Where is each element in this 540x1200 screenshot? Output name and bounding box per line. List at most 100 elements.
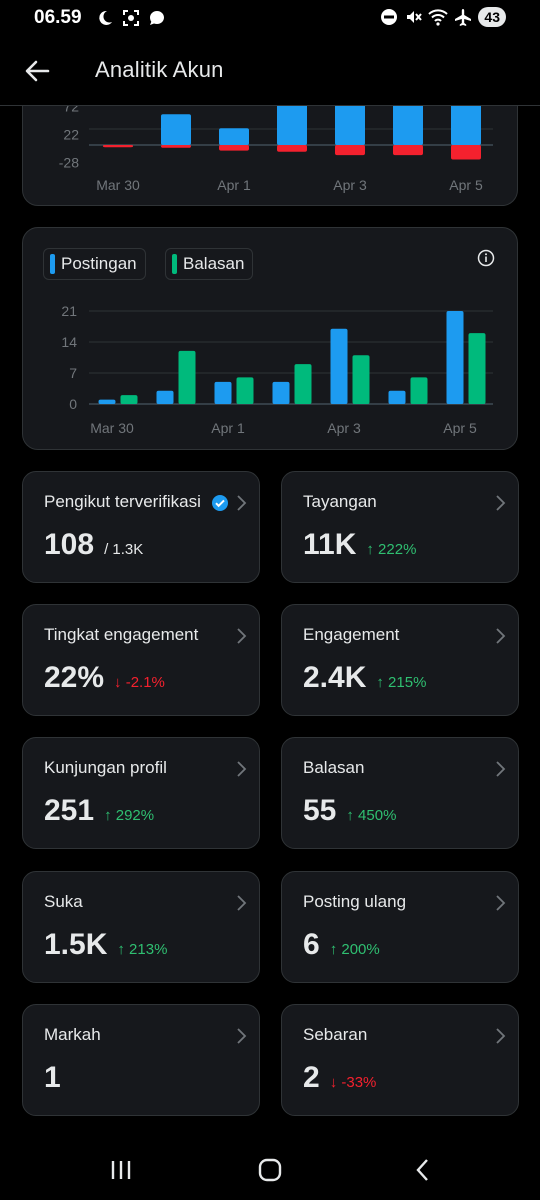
stat-change: ↓ -2.1% [114,674,165,691]
back-nav-icon[interactable] [408,1157,438,1183]
stat-value: 55 [303,794,337,827]
stat-label: Markah [44,1025,101,1044]
stat-value: 2.4K [303,661,367,694]
bar-negative [335,145,365,156]
bar-balasan [236,377,254,404]
stat-card[interactable]: Markah 1 [22,1004,260,1116]
stat-label: Sebaran [303,1025,368,1044]
bar-positive [451,106,481,145]
stat-card[interactable]: Kunjungan profil 251 ↑ 292% [22,737,260,849]
y-tick-label: 72 [63,106,79,115]
legend-label-balasan: Balasan [183,254,245,273]
moon-icon [99,10,112,25]
stat-subvalue: / 1.3K [104,541,144,558]
stat-value: 2 [303,1061,320,1094]
wifi-icon [428,9,449,26]
impressions-chart: -28 22 72 Mar 30 Apr 1 Apr 3 Apr 5 [59,106,493,193]
bar-postingan [446,311,464,404]
bar-positive [161,114,191,145]
stat-label: Posting ulang [303,892,407,911]
bar-negative [219,145,249,151]
analytics-content[interactable]: -28 22 72 Mar 30 Apr 1 Apr 3 Apr 5 Postingan B… [0,106,540,1140]
y-tick-label: -28 [59,155,79,171]
bar-postingan [214,381,232,404]
stat-value-row: 2.4K ↑ 215% [303,661,426,695]
chevron-right-icon [496,895,506,911]
do-not-disturb-icon [381,9,398,25]
stat-value-row: 2 ↓ -33% [303,1061,376,1095]
home-icon[interactable] [255,1157,285,1183]
chevron-right-icon [496,628,506,644]
bar-postingan [330,328,348,404]
stat-card[interactable]: Pengikut terverifikasi 108 / 1.3K [22,471,260,583]
system-nav-bar [0,1140,540,1200]
stat-value-row: 22% ↓ -2.1% [44,661,165,695]
stat-card[interactable]: Sebaran 2 ↓ -33% [281,1004,519,1116]
stat-change: ↓ -33% [329,1074,377,1091]
posts-replies-chart-card: Postingan Balasan 0 7 14 21 Mar 30 Apr 1 Apr 3… [22,227,518,450]
stat-value-row: 6 ↑ 200% [303,928,380,962]
legend-swatch-green [172,254,177,274]
screenshot-icon [123,10,139,26]
bar-postingan [272,381,290,404]
stat-label: Balasan [303,758,365,777]
back-arrow-icon[interactable] [22,56,52,86]
chevron-right-icon [496,495,506,511]
y-tick-label: 0 [69,396,77,412]
x-tick-label: Apr 1 [211,420,245,436]
recent-apps-icon[interactable] [106,1157,136,1183]
bar-balasan [352,355,370,404]
bar-postingan [388,390,406,404]
stat-label: Suka [44,892,83,911]
stat-label: Tingkat engagement [44,625,199,644]
stat-value-row: 55 ↑ 450% [303,794,396,828]
info-icon[interactable] [477,249,495,267]
stat-card[interactable]: Tingkat engagement 22% ↓ -2.1% [22,604,260,716]
bar-balasan [178,350,196,404]
stat-value-row: 108 / 1.3K [44,528,143,562]
stat-value-row: 251 ↑ 292% [44,794,154,828]
stat-value: 11K [303,528,357,561]
stat-card[interactable]: Tayangan 11K ↑ 222% [281,471,519,583]
stat-value: 251 [44,794,95,827]
bar-postingan [156,390,174,404]
chevron-right-icon [237,628,247,644]
stat-card[interactable]: Engagement 2.4K ↑ 215% [281,604,519,716]
stat-value-row: 1 [44,1061,61,1095]
x-tick-label: Apr 5 [449,177,483,193]
x-tick-label: Apr 1 [217,177,251,193]
legend-postingan[interactable]: Postingan [43,248,146,280]
stat-card[interactable]: Balasan 55 ↑ 450% [281,737,519,849]
stat-value: 1.5K [44,928,108,961]
chevron-right-icon [496,1028,506,1044]
stat-value: 108 [44,528,95,561]
airplane-icon [455,9,472,26]
bar-balasan [468,333,486,404]
bar-negative [393,145,423,156]
x-tick-label: Mar 30 [90,420,134,436]
bar-positive [335,106,365,145]
stat-label: Tayangan [303,492,377,511]
chevron-right-icon [237,895,247,911]
chat-icon [150,11,164,25]
y-tick-label: 22 [63,127,79,143]
stat-value-row: 11K ↑ 222% [303,528,416,562]
stat-label: Kunjungan profil [44,758,167,777]
legend-swatch-blue [50,254,55,274]
posts-replies-chart: 0 7 14 21 Mar 30 Apr 1 Apr 3 Apr 5 [61,303,493,436]
bar-negative [161,145,191,148]
verified-badge-icon [212,495,228,511]
legend-balasan[interactable]: Balasan [165,248,254,280]
stat-label: Pengikut terverifikasi [44,492,201,511]
stat-value: 1 [44,1061,61,1094]
stat-card[interactable]: Suka 1.5K ↑ 213% [22,871,260,983]
stat-card[interactable]: Posting ulang 6 ↑ 200% [281,871,519,983]
chevron-right-icon [496,761,506,777]
chevron-right-icon [237,1028,247,1044]
y-tick-label: 14 [61,334,77,350]
stat-label: Engagement [303,625,400,644]
bar-positive [393,106,423,145]
mute-icon [407,11,423,23]
impressions-chart-card: -28 22 72 Mar 30 Apr 1 Apr 3 Apr 5 [22,106,518,206]
bar-balasan [410,377,428,404]
